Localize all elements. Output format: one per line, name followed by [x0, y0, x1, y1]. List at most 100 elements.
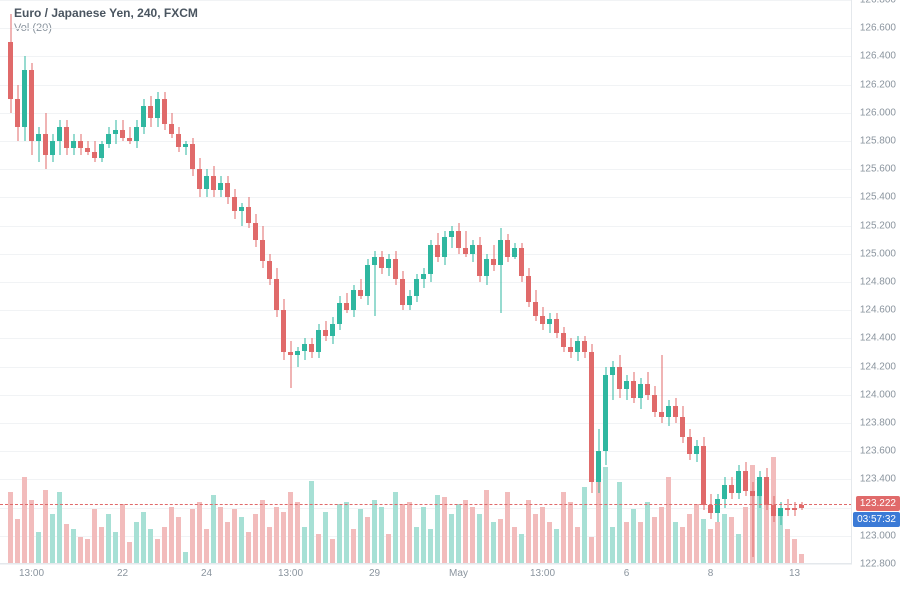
candle[interactable] [64, 120, 69, 155]
candle[interactable] [631, 372, 636, 403]
candle[interactable] [372, 251, 377, 316]
candle[interactable] [50, 134, 55, 162]
candle[interactable] [22, 56, 27, 141]
candle[interactable] [498, 228, 503, 313]
candle[interactable] [435, 233, 440, 263]
candle[interactable] [680, 406, 685, 443]
candle[interactable] [148, 96, 153, 127]
candle[interactable] [393, 251, 398, 285]
candle[interactable] [323, 321, 328, 341]
candle[interactable] [29, 63, 34, 155]
candle[interactable] [666, 400, 671, 425]
candle[interactable] [568, 338, 573, 358]
candle[interactable] [232, 189, 237, 219]
candle[interactable] [78, 134, 83, 155]
candle[interactable] [729, 477, 734, 500]
candle[interactable] [386, 254, 391, 277]
candle[interactable] [645, 372, 650, 400]
candle[interactable] [652, 386, 657, 417]
candle[interactable] [162, 92, 167, 130]
candle[interactable] [624, 375, 629, 400]
candle[interactable] [127, 127, 132, 144]
candle[interactable] [197, 158, 202, 197]
candle[interactable] [351, 285, 356, 317]
candle[interactable] [484, 254, 489, 285]
candle[interactable] [169, 113, 174, 138]
candle[interactable] [57, 120, 62, 155]
candle[interactable] [85, 141, 90, 155]
candle[interactable] [190, 138, 195, 176]
time-x-axis[interactable]: 13:00222413:0029May13:006813 [0, 563, 852, 600]
candle[interactable] [554, 313, 559, 338]
candle[interactable] [141, 99, 146, 134]
candle[interactable] [36, 127, 41, 162]
candle[interactable] [421, 268, 426, 288]
candle[interactable] [428, 240, 433, 282]
candle[interactable] [456, 223, 461, 254]
candle[interactable] [113, 120, 118, 144]
candle[interactable] [246, 197, 251, 228]
candle[interactable] [722, 477, 727, 508]
candle[interactable] [274, 268, 279, 317]
candle[interactable] [15, 85, 20, 141]
candle[interactable] [547, 313, 552, 333]
candle[interactable] [267, 254, 272, 285]
candle[interactable] [519, 243, 524, 282]
candle[interactable] [225, 176, 230, 204]
candle[interactable] [687, 429, 692, 460]
candle[interactable] [316, 324, 321, 358]
candle[interactable] [449, 226, 454, 249]
candle[interactable] [701, 437, 706, 510]
candle[interactable] [239, 203, 244, 226]
candle[interactable] [708, 494, 713, 519]
candle[interactable] [603, 367, 608, 466]
candle[interactable] [92, 141, 97, 162]
candle[interactable] [561, 327, 566, 352]
candle[interactable] [281, 299, 286, 360]
candle[interactable] [400, 271, 405, 310]
candle[interactable] [757, 471, 762, 508]
candle[interactable] [526, 268, 531, 307]
candle[interactable] [799, 502, 804, 510]
candle[interactable] [8, 14, 13, 113]
price-plot-area[interactable] [0, 0, 852, 564]
price-y-axis[interactable]: 122.800123.000123.200123.400123.600123.8… [851, 0, 900, 564]
candle[interactable] [43, 113, 48, 169]
candle[interactable] [309, 338, 314, 358]
candle[interactable] [253, 214, 258, 246]
candle[interactable] [470, 240, 475, 263]
candle[interactable] [659, 355, 664, 423]
candle[interactable] [540, 307, 545, 330]
candle[interactable] [218, 176, 223, 197]
candle[interactable] [106, 127, 111, 148]
candle[interactable] [785, 499, 790, 516]
candle[interactable] [750, 482, 755, 557]
candle[interactable] [715, 494, 720, 522]
chart-container[interactable]: Euro / Japanese Yen, 240, FXCM Vol (20) … [0, 0, 900, 600]
candle[interactable] [533, 290, 538, 321]
candle[interactable] [477, 237, 482, 282]
candle[interactable] [743, 462, 748, 496]
candle[interactable] [407, 290, 412, 310]
candle[interactable] [302, 338, 307, 359]
candle[interactable] [442, 231, 447, 265]
candle[interactable] [330, 317, 335, 344]
candle[interactable] [288, 341, 293, 388]
candle[interactable] [673, 398, 678, 423]
candle[interactable] [694, 440, 699, 463]
candle[interactable] [358, 279, 363, 299]
candle[interactable] [120, 120, 125, 141]
candle[interactable] [610, 361, 615, 400]
candle[interactable] [575, 336, 580, 361]
candle[interactable] [596, 429, 601, 494]
candle[interactable] [365, 259, 370, 304]
candle[interactable] [344, 293, 349, 313]
candle[interactable] [771, 496, 776, 521]
candle[interactable] [204, 169, 209, 197]
candle[interactable] [176, 127, 181, 152]
candle[interactable] [337, 296, 342, 330]
candle[interactable] [134, 120, 139, 148]
candle[interactable] [491, 245, 496, 270]
candle[interactable] [582, 336, 587, 359]
candle[interactable] [295, 347, 300, 367]
